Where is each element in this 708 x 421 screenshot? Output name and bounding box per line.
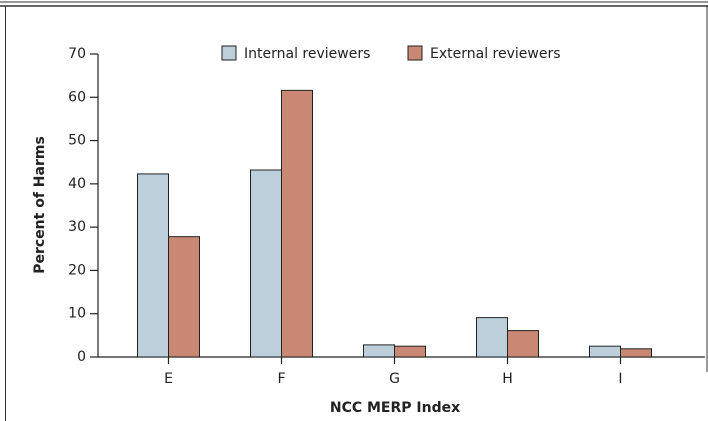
x-tick-label: E [164, 371, 173, 387]
bar [168, 236, 200, 358]
y-tick-label: 0 [77, 349, 86, 365]
bar [394, 345, 426, 358]
legend-label: External reviewers [430, 46, 561, 62]
y-tick-label: 20 [68, 262, 86, 278]
legend-swatch [221, 45, 237, 61]
y-tick-label: 70 [68, 46, 86, 62]
bar [250, 169, 282, 358]
bar [476, 317, 508, 358]
bar [589, 345, 621, 358]
bar [137, 173, 169, 358]
bar [363, 344, 395, 358]
x-tick-label: I [618, 371, 622, 387]
legend-swatch [407, 45, 423, 61]
y-tick-label: 40 [68, 176, 86, 192]
y-axis-label: Percent of Harms [32, 136, 48, 274]
x-tick-label: F [277, 371, 285, 387]
y-tick-label: 10 [68, 306, 86, 322]
bar [507, 330, 539, 358]
bar [281, 89, 313, 358]
bar [620, 348, 652, 358]
y-tick-label: 60 [68, 89, 86, 105]
legend-label: Internal reviewers [244, 46, 370, 62]
y-tick-label: 30 [68, 219, 86, 235]
x-tick-label: G [389, 371, 400, 387]
y-tick-label: 50 [68, 133, 86, 149]
x-tick-label: H [502, 371, 513, 387]
x-axis-label: NCC MERP Index [330, 400, 460, 416]
